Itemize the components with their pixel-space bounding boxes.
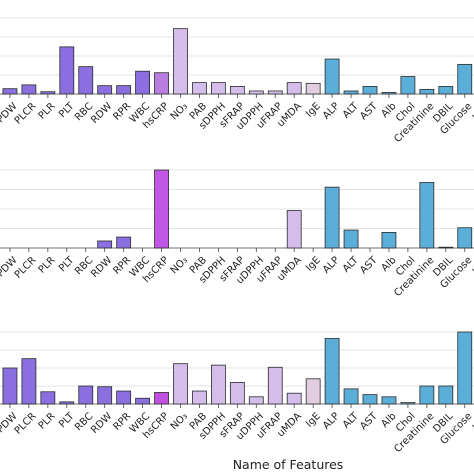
bar-dbil-panel1 bbox=[438, 86, 454, 95]
bar-sfrap-panel3 bbox=[229, 381, 245, 405]
tick-label-plcr: PLCR bbox=[13, 255, 39, 281]
panel-3: NLRPDWPLCRPLRPLTRBCRDWRPRWBChsCRPNO₃PABs… bbox=[0, 331, 474, 455]
tick-label-alp: ALP bbox=[321, 255, 342, 276]
bar-rpr-panel2 bbox=[116, 236, 132, 249]
tick-label-ast: AST bbox=[358, 100, 380, 122]
bar-pab-panel3 bbox=[192, 390, 207, 405]
tick-label-alt: ALT bbox=[341, 410, 362, 431]
bar-udpph-panel3 bbox=[248, 396, 264, 405]
bar-rbc-panel3 bbox=[78, 385, 94, 405]
bar-alt-panel2 bbox=[343, 229, 359, 249]
bar-alt-panel1 bbox=[343, 90, 359, 95]
bar-creatinine-panel2 bbox=[419, 182, 435, 249]
bar-creatinine-panel3 bbox=[419, 385, 435, 405]
bar-alb-panel2 bbox=[381, 231, 397, 249]
bar-glucose-panel2 bbox=[457, 227, 473, 249]
bar-sdpph-panel3 bbox=[210, 364, 226, 405]
bar-creatinine-panel1 bbox=[419, 89, 435, 95]
bar-chol-panel1 bbox=[400, 76, 416, 95]
bar-alt-panel3 bbox=[343, 388, 359, 405]
bar-rbc-panel1 bbox=[78, 66, 94, 95]
bar-rpr-panel1 bbox=[116, 85, 132, 95]
bar-ige-panel3 bbox=[305, 378, 321, 405]
tick-label-ige: IgE bbox=[304, 255, 323, 274]
bar-alb-panel3 bbox=[381, 396, 397, 405]
tick-label-ige: IgE bbox=[304, 411, 323, 430]
bar-no-panel3 bbox=[173, 363, 188, 405]
bar-udpph-panel1 bbox=[248, 90, 264, 95]
bar-wbc-panel1 bbox=[135, 70, 151, 95]
bar-rpr-panel3 bbox=[116, 390, 132, 405]
bar-ast-panel1 bbox=[362, 86, 378, 95]
bar-ufrap-panel3 bbox=[267, 366, 283, 405]
bar-plr-panel3 bbox=[40, 391, 56, 405]
bar-ast-panel3 bbox=[362, 394, 378, 405]
bar-glucose-panel1 bbox=[457, 63, 473, 95]
tick-label-rdw: RDW bbox=[89, 101, 114, 126]
bar-umda-panel3 bbox=[286, 392, 302, 405]
panel-1: NLRPDWPLCRPLRPLTRBCRDWRPRWBChsCRPNO₃PABs… bbox=[0, 17, 474, 145]
bar-alp-panel3 bbox=[324, 338, 340, 405]
bar-umda-panel1 bbox=[286, 82, 302, 95]
tick-label-rdw: RDW bbox=[89, 411, 114, 436]
tick-label-plcr: PLCR bbox=[13, 411, 39, 437]
tick-label-no: NO₃ bbox=[169, 411, 190, 432]
bar-pab-panel1 bbox=[192, 82, 207, 95]
tick-label-ige: IgE bbox=[304, 101, 323, 120]
bar-pdw-panel3 bbox=[2, 367, 18, 405]
bar-alp-panel1 bbox=[324, 58, 340, 95]
tick-label-ast: AST bbox=[358, 254, 380, 276]
bar-plt-panel1 bbox=[59, 46, 75, 95]
bar-wbc-panel3 bbox=[135, 397, 151, 405]
bar-rdw-panel1 bbox=[97, 85, 113, 95]
bar-dbil-panel2 bbox=[438, 246, 454, 249]
bar-plr-panel1 bbox=[40, 91, 56, 95]
bar-glucose-panel3 bbox=[457, 331, 473, 405]
bar-plcr-panel3 bbox=[21, 358, 37, 405]
tick-label-alt: ALT bbox=[341, 254, 362, 275]
tick-label-ast: AST bbox=[358, 410, 380, 432]
tick-label-plcr: PLCR bbox=[13, 101, 39, 127]
panel-2: NLRPDWPLCRPLRPLTRBCRDWRPRWBChsCRPNO₃PABs… bbox=[0, 169, 474, 299]
bar-hscrp-panel3 bbox=[154, 392, 169, 405]
bar-no-panel1 bbox=[173, 28, 188, 95]
tick-label-plr: PLR bbox=[37, 101, 58, 122]
bar-umda-panel2 bbox=[286, 210, 302, 249]
bar-alp-panel2 bbox=[324, 186, 340, 249]
tick-label-rdw: RDW bbox=[89, 255, 114, 280]
tick-label-alp: ALP bbox=[321, 411, 342, 432]
x-axis-label: Name of Features bbox=[233, 457, 344, 472]
tick-label-no: NO₃ bbox=[169, 101, 190, 122]
bar-plcr-panel1 bbox=[21, 84, 37, 95]
bar-hscrp-panel1 bbox=[154, 72, 169, 95]
bar-alb-panel1 bbox=[381, 92, 397, 95]
tick-label-alt: ALT bbox=[341, 100, 362, 121]
tick-label-alp: ALP bbox=[321, 101, 342, 122]
bar-sdpph-panel1 bbox=[210, 82, 226, 95]
bar-rdw-panel3 bbox=[97, 386, 113, 405]
bar-dbil-panel3 bbox=[438, 385, 454, 405]
bar-sfrap-panel1 bbox=[229, 86, 245, 95]
tick-label-no: NO₃ bbox=[169, 255, 190, 276]
bar-rdw-panel2 bbox=[97, 240, 113, 249]
bar-chol-panel3 bbox=[400, 402, 416, 405]
bar-plt-panel3 bbox=[59, 401, 75, 405]
bar-hscrp-panel2 bbox=[154, 169, 169, 249]
tick-label-plr: PLR bbox=[37, 411, 58, 432]
bar-pdw-panel1 bbox=[2, 88, 18, 95]
bar-ige-panel1 bbox=[305, 82, 321, 95]
tick-label-plr: PLR bbox=[37, 255, 58, 276]
bar-ufrap-panel1 bbox=[267, 90, 283, 95]
